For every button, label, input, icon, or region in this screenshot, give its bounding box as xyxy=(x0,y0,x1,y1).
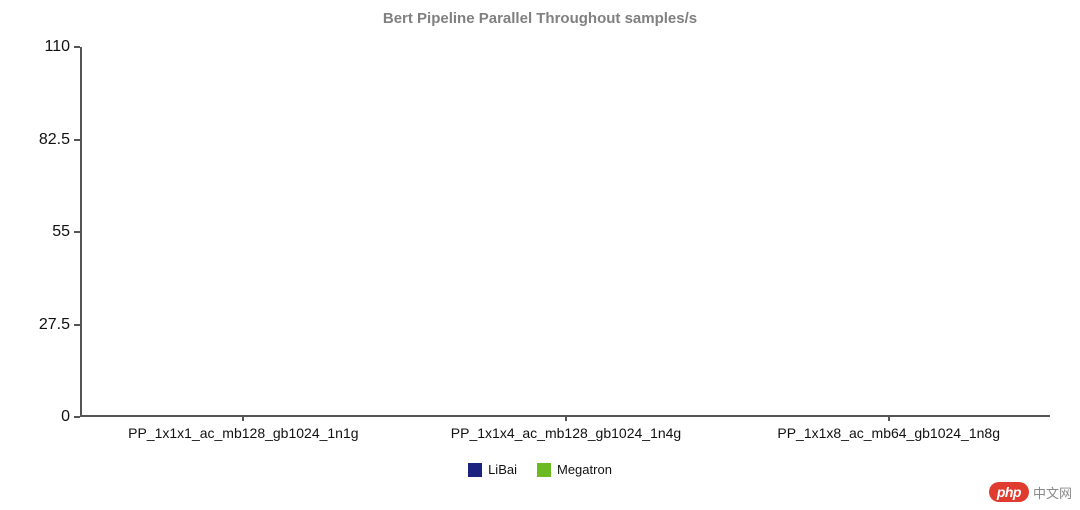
legend-item: Megatron xyxy=(537,462,612,477)
y-tick-mark xyxy=(74,139,80,141)
x-tick-label: PP_1x1x8_ac_mb64_gb1024_1n8g xyxy=(777,425,1000,441)
plot-area: 027.55582.5110 PP_1x1x1_ac_mb128_gb1024_… xyxy=(80,47,1050,417)
y-tick-mark xyxy=(74,231,80,233)
x-tick-label: PP_1x1x4_ac_mb128_gb1024_1n4g xyxy=(451,425,681,441)
legend-label: LiBai xyxy=(488,462,517,477)
y-tick-mark xyxy=(74,324,80,326)
chart-title: Bert Pipeline Parallel Throughout sample… xyxy=(10,10,1070,27)
x-tick-mark xyxy=(565,415,567,421)
chart-container: Bert Pipeline Parallel Throughout sample… xyxy=(10,10,1070,500)
legend-swatch xyxy=(537,463,551,477)
x-tick-mark xyxy=(888,415,890,421)
legend: LiBai Megatron xyxy=(10,462,1070,480)
y-tick-mark xyxy=(74,416,80,418)
legend-item: LiBai xyxy=(468,462,517,477)
watermark: php 中文网 xyxy=(989,482,1072,502)
watermark-suffix: 中文网 xyxy=(1033,483,1072,502)
watermark-logo: php xyxy=(989,482,1029,502)
x-tick-label: PP_1x1x1_ac_mb128_gb1024_1n1g xyxy=(128,425,358,441)
x-tick-mark xyxy=(242,415,244,421)
bars-container: PP_1x1x1_ac_mb128_gb1024_1n1gPP_1x1x4_ac… xyxy=(82,47,1050,415)
y-tick-mark xyxy=(74,46,80,48)
legend-label: Megatron xyxy=(557,462,612,477)
legend-swatch xyxy=(468,463,482,477)
